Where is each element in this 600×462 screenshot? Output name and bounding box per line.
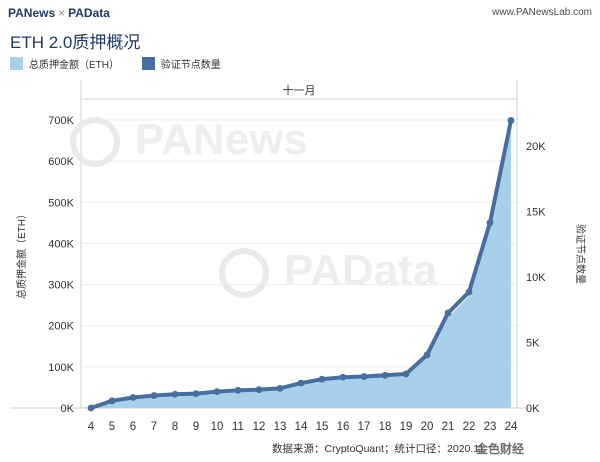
x-tick-label: 15 (316, 421, 329, 433)
legend-label-stake: 总质押金额（ETH） (29, 60, 119, 71)
x-tick-label: 21 (442, 421, 455, 433)
x-tick-label: 12 (253, 421, 266, 433)
legend-swatch-area (10, 57, 23, 70)
header: PANews × PAData www.PANewsLab.com (0, 0, 600, 24)
source-note: 数据来源：CryptoQuant；统计口径：2020.11 (272, 443, 485, 455)
period-band (81, 80, 517, 99)
validator-point (192, 390, 200, 397)
y-left-axis-title: 总质押金额（ETH） (15, 209, 28, 299)
validator-point (360, 373, 368, 380)
validator-point (255, 386, 263, 394)
validator-point (465, 288, 473, 296)
validator-point (381, 371, 389, 379)
x-tick-label: 22 (463, 421, 476, 433)
y-right-tick-label: 15K (526, 207, 546, 219)
x-tick-label: 16 (337, 421, 350, 433)
y-left-tick-label: 700K (48, 115, 74, 127)
validator-point (150, 392, 158, 399)
x-tick-label: 8 (172, 421, 178, 433)
validator-point (318, 375, 326, 383)
watermark-upper-ring (70, 117, 120, 167)
x-tick-label: 11 (232, 421, 244, 433)
y-left-tick-label: 300K (48, 280, 74, 292)
x-tick-label: 10 (211, 421, 224, 433)
area-series-stake (91, 120, 511, 408)
y-left-tick-label: 200K (48, 321, 74, 333)
validator-point (234, 386, 242, 394)
site-url: www.PANewsLab.com (492, 7, 592, 18)
x-tick-label: 24 (505, 421, 518, 433)
legend: 总质押金额（ETH） 验证节点数量 (10, 56, 241, 72)
x-tick-label: 23 (484, 421, 497, 433)
watermark-upper: PANews (135, 115, 308, 164)
x-tick-label: 9 (193, 421, 199, 433)
legend-item-stake: 总质押金额（ETH） (10, 56, 119, 71)
validator-point (129, 394, 137, 401)
validator-point (507, 117, 515, 124)
x-tick-label: 6 (130, 421, 136, 433)
y-left-tick-label: 600K (48, 156, 74, 168)
plot-left-margin (10, 100, 81, 408)
validator-point (297, 379, 305, 387)
padata-logo: PAData (68, 6, 110, 20)
validator-point (276, 384, 284, 392)
y-left-tick-label: 500K (48, 197, 74, 209)
chart-title: ETH 2.0质押概况 (10, 33, 141, 52)
x-tick-label: 14 (295, 421, 308, 433)
legend-swatch-line (141, 57, 155, 70)
y-right-tick-label: 10K (526, 272, 546, 284)
validator-point (171, 390, 179, 398)
y-right-tick-label: 5K (526, 338, 540, 350)
y-right-tick-label: 20K (526, 141, 546, 153)
x-tick-label: 13 (274, 421, 287, 433)
y-right-tick-label: 0K (526, 403, 540, 415)
validator-point (444, 309, 452, 317)
validator-point (402, 370, 410, 378)
period-label: 十一月 (283, 83, 316, 97)
x-tick-label: 17 (358, 421, 371, 433)
watermark-lower: PAData (284, 246, 438, 295)
x-tick-label: 20 (421, 421, 434, 433)
x-tick-label: 4 (88, 421, 95, 433)
brand-logos: PANews × PAData (8, 6, 110, 20)
panews-logo: PANews (8, 6, 56, 20)
validator-point (213, 388, 221, 396)
x-tick-label: 18 (379, 421, 392, 433)
legend-label-validators: 验证节点数量 (160, 60, 221, 71)
y-left-tick-label: 0K (61, 403, 75, 415)
y-right-axis-title: 验证节点数量 (574, 224, 587, 284)
logo-separator: × (58, 6, 66, 20)
watermark-lower-ring (219, 248, 269, 298)
corner-logo: 金色财经 (476, 442, 525, 456)
validator-point (339, 373, 347, 381)
y-left-tick-label: 100K (48, 362, 74, 374)
validator-point (423, 351, 431, 359)
x-tick-label: 7 (151, 421, 157, 433)
validator-point (87, 404, 95, 412)
x-tick-label: 19 (400, 421, 413, 433)
legend-item-validators: 验证节点数量 (141, 56, 221, 71)
validator-point (108, 397, 116, 405)
x-tick-label: 5 (109, 421, 115, 433)
validator-point (486, 219, 494, 227)
y-left-tick-label: 400K (48, 238, 74, 250)
